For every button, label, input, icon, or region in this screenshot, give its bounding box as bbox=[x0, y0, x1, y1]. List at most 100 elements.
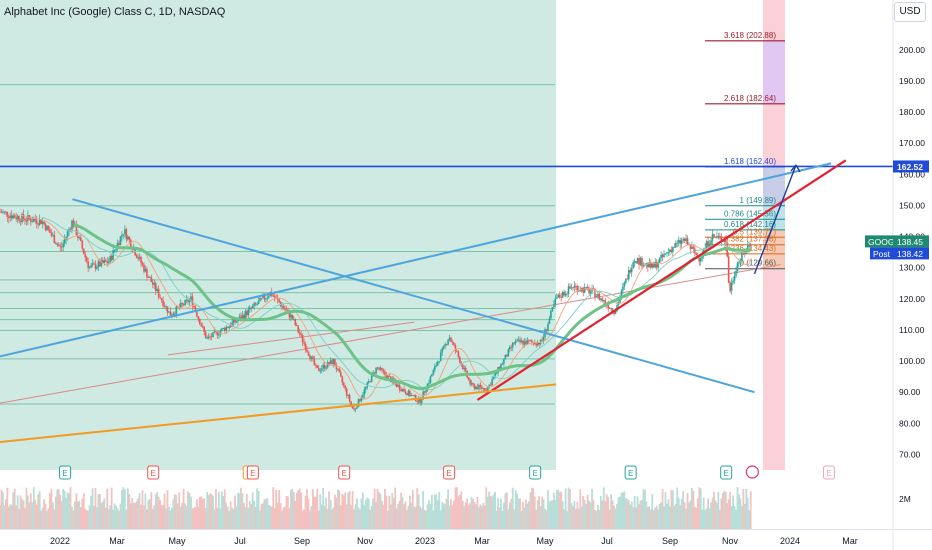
candle-body bbox=[457, 351, 460, 358]
trendline-channel-upper[interactable] bbox=[167, 321, 415, 356]
earnings-marker-10[interactable]: E bbox=[822, 465, 835, 480]
candle-body bbox=[190, 296, 192, 300]
volume-bar bbox=[545, 510, 548, 529]
earnings-icon bbox=[720, 465, 733, 480]
volume-bar bbox=[49, 492, 51, 529]
earnings-marker-1[interactable]: E bbox=[147, 465, 160, 480]
candle-body bbox=[511, 342, 514, 348]
volume-bar bbox=[476, 496, 479, 529]
volume-bar bbox=[470, 496, 473, 529]
earnings-label: E bbox=[826, 469, 831, 478]
volume-bar bbox=[6, 487, 9, 529]
volume-bar bbox=[115, 505, 117, 529]
candle-body bbox=[729, 282, 731, 291]
volume-bar bbox=[646, 507, 649, 529]
earnings-marker-9[interactable] bbox=[745, 465, 759, 479]
candle-body bbox=[379, 367, 382, 370]
candle-body bbox=[367, 381, 370, 383]
volume-bar bbox=[525, 499, 527, 529]
fib-label-0.382: 0.382 (137.38) bbox=[724, 235, 776, 244]
candle-body bbox=[166, 306, 169, 313]
volume-bar bbox=[51, 502, 54, 529]
volume-bar bbox=[225, 502, 228, 529]
currency-button[interactable]: USD bbox=[894, 2, 926, 22]
trendline-ascending-blue[interactable] bbox=[0, 162, 832, 358]
volume-bar bbox=[175, 495, 178, 529]
trendline-descending-blue[interactable] bbox=[72, 198, 755, 394]
earnings-marker-6[interactable]: E bbox=[529, 465, 542, 480]
volume-bar bbox=[710, 502, 712, 529]
price-axis[interactable] bbox=[893, 0, 932, 550]
candle-body bbox=[450, 337, 452, 342]
volume-bar bbox=[441, 501, 444, 529]
candle-body bbox=[99, 261, 101, 267]
volume-bar bbox=[567, 487, 570, 529]
earnings-marker-7[interactable]: E bbox=[624, 465, 637, 480]
volume-bar bbox=[118, 510, 120, 529]
volume-bar bbox=[720, 498, 723, 529]
level-price-tag bbox=[893, 160, 929, 173]
earnings-marker-8[interactable]: E bbox=[720, 465, 733, 480]
volume-bar bbox=[289, 489, 292, 529]
volume-bar bbox=[586, 494, 589, 529]
candle-body bbox=[409, 390, 411, 396]
earnings-icon bbox=[624, 465, 637, 480]
time-tick-label: May bbox=[168, 536, 186, 546]
volume-bar bbox=[116, 508, 119, 529]
volume-bar bbox=[716, 502, 718, 529]
candle-body bbox=[660, 254, 662, 259]
volume-bar bbox=[163, 493, 166, 529]
volume-bar bbox=[495, 510, 498, 529]
candle-body bbox=[708, 244, 711, 247]
candle-body bbox=[37, 223, 39, 225]
volume-bar bbox=[148, 499, 151, 529]
candle-body bbox=[639, 258, 642, 265]
candle-body bbox=[0, 211, 3, 213]
volume-bar bbox=[685, 508, 687, 529]
volume-bar bbox=[513, 509, 516, 529]
volume-bar bbox=[253, 500, 256, 529]
volume-bar bbox=[220, 491, 223, 529]
candle-body bbox=[209, 336, 211, 338]
candle-body bbox=[588, 288, 590, 294]
candle-body bbox=[558, 294, 561, 298]
candle-body bbox=[310, 356, 313, 359]
volume-bar bbox=[359, 509, 361, 529]
level-price-label: 162.52 bbox=[897, 162, 923, 172]
candle-body bbox=[385, 374, 388, 379]
earnings-marker-5[interactable]: E bbox=[443, 465, 456, 480]
volume-bar bbox=[654, 507, 657, 529]
volume-bar bbox=[276, 502, 279, 529]
volume-bar bbox=[248, 500, 251, 529]
earnings-marker-4[interactable]: E bbox=[338, 465, 351, 480]
volume-bar bbox=[103, 498, 106, 529]
volume-bar bbox=[451, 505, 454, 529]
volume-bar bbox=[181, 502, 184, 529]
trendline-support-orange[interactable] bbox=[0, 383, 557, 443]
volume-bar bbox=[187, 491, 189, 529]
volume-bar bbox=[482, 502, 485, 529]
volume-bar bbox=[151, 508, 154, 529]
earnings-marker-0[interactable]: E bbox=[59, 465, 72, 480]
candle-body bbox=[528, 340, 530, 342]
candle-body bbox=[387, 375, 389, 379]
fib-band-blue bbox=[763, 166, 785, 206]
candle-body bbox=[31, 221, 34, 223]
candle-body bbox=[97, 261, 100, 268]
candle-body bbox=[179, 303, 182, 308]
price-tick-label: 160.00 bbox=[899, 169, 925, 179]
projection-arrow[interactable] bbox=[753, 164, 797, 275]
volume-bar bbox=[385, 495, 388, 529]
volume-bar bbox=[50, 488, 53, 529]
candle-body bbox=[378, 367, 380, 370]
earnings-marker-3[interactable]: E bbox=[246, 465, 259, 480]
candle-body bbox=[503, 359, 505, 364]
volume-bar bbox=[588, 500, 591, 529]
volume-bar bbox=[13, 488, 16, 529]
trendline-rising-red[interactable] bbox=[476, 159, 847, 401]
candle-body bbox=[162, 300, 164, 306]
volume-bar bbox=[602, 487, 605, 529]
candle-body bbox=[560, 297, 562, 298]
price-tick-label: 150.00 bbox=[899, 200, 925, 210]
